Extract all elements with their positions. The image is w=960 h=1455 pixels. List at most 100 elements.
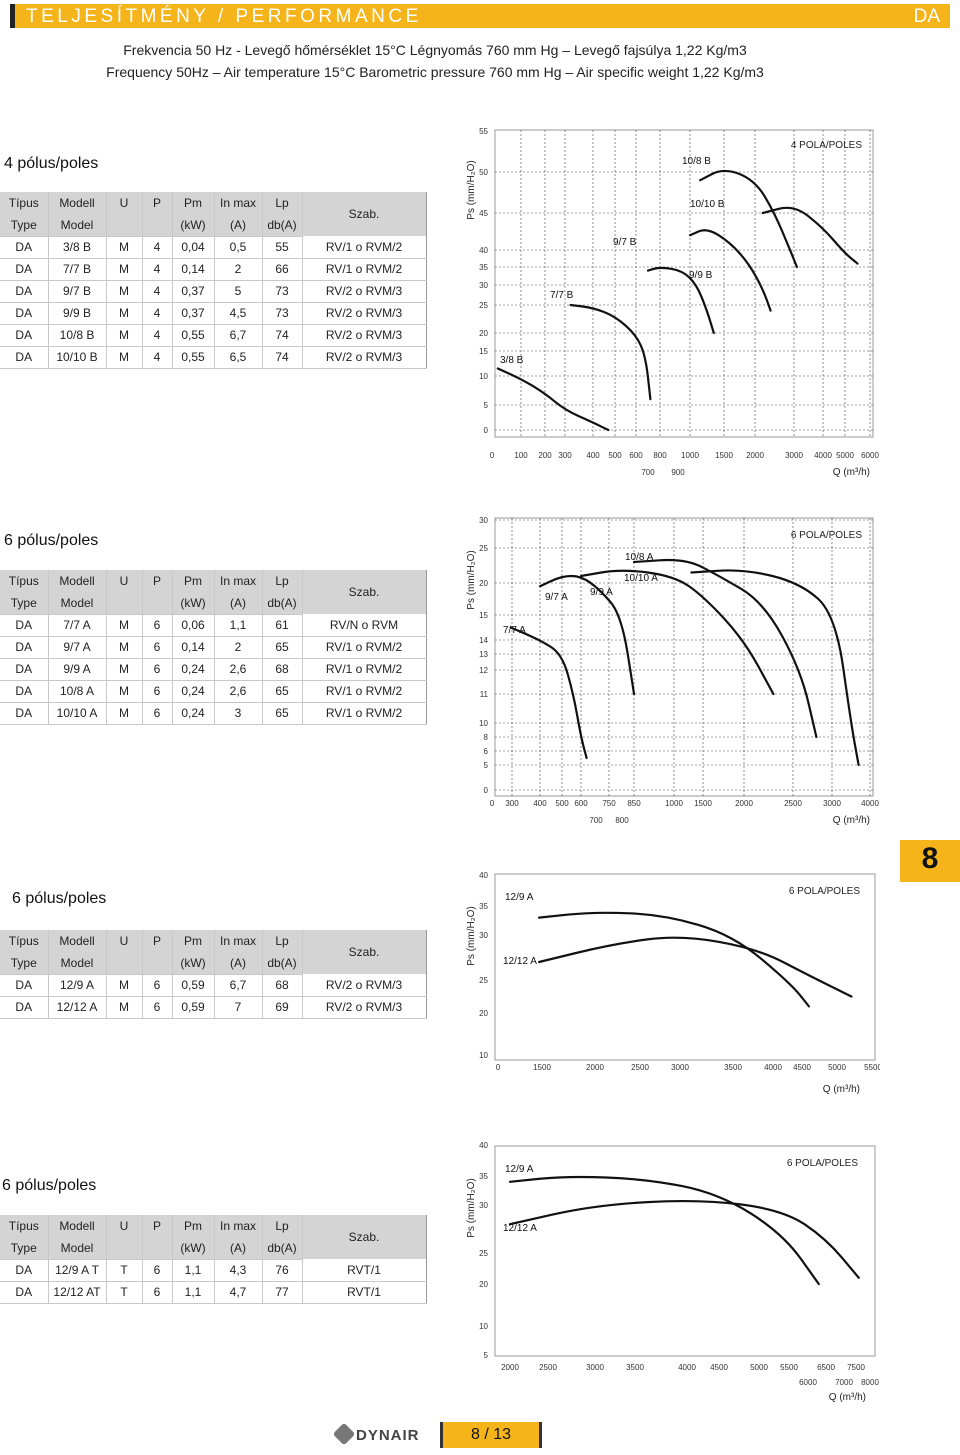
series-curve (646, 266, 715, 335)
poles-heading: 6 pólus/poles (4, 532, 99, 549)
chart-title: 6 POLA/POLES (787, 1158, 858, 1169)
table-cell: RV/1 o RVM/2 (302, 702, 427, 725)
x-tick-label: 4000 (814, 451, 832, 460)
x-tick-label: 5500 (780, 1363, 798, 1372)
x-tick-label: 600 (629, 451, 643, 460)
table-cell: 10/8 A (48, 680, 107, 703)
x-tick-label: 200 (538, 451, 552, 460)
column-header: U (106, 930, 143, 952)
table-cell: 0,06 (172, 614, 215, 637)
table-cell: RV/1 o RVM/2 (302, 658, 427, 681)
chart-title: 6 POLA/POLES (791, 530, 862, 541)
y-tick-label: 0 (484, 786, 489, 795)
table-cell: RV/1 o RVM/2 (302, 680, 427, 703)
dynair-logo: DYNAIR (332, 1422, 420, 1446)
column-header: db(A) (262, 592, 303, 615)
x-tick-label: 4000 (764, 1063, 782, 1072)
page-badge: 8 (900, 840, 960, 882)
y-tick-label: 11 (480, 690, 489, 699)
column-header: db(A) (262, 1237, 303, 1260)
column-header: U (106, 192, 143, 214)
table-row: DA 12/9 A T T 6 1,1 4,3 76 RVT/1 (0, 1259, 427, 1282)
y-tick-label: 40 (479, 871, 488, 880)
header-bar: TELJESÍTMÉNY / PERFORMANCE DA (10, 4, 950, 28)
table-cell: 7 (214, 996, 263, 1019)
x-tick-label: 600 (574, 799, 588, 808)
subtitle-hu: Frekvencia 50 Hz - Levegő hőmérséklet 15… (123, 42, 747, 58)
column-header: In max (214, 1215, 263, 1237)
table-cell: 74 (262, 324, 303, 347)
table-cell: RV/N o RVM (302, 614, 427, 637)
column-header (142, 592, 173, 615)
table-cell: 4,7 (214, 1281, 263, 1304)
table-cell: 66 (262, 258, 303, 281)
series-label: 12/9 A (505, 1164, 534, 1175)
column-header: db(A) (262, 214, 303, 237)
table-cell: 55 (262, 236, 303, 259)
column-header: Pm (172, 930, 215, 952)
series-label: 9/9 B (689, 270, 713, 281)
table-cell: 2,6 (214, 658, 263, 681)
y-tick-label: 25 (479, 1249, 488, 1258)
table-cell: 0,37 (172, 280, 215, 303)
table-cell: M (106, 346, 143, 369)
table-cell: M (106, 280, 143, 303)
page-number: 8 / 13 (440, 1422, 542, 1448)
chart-title: 6 POLA/POLES (789, 886, 860, 897)
subtitle-en: Frequency 50Hz – Air temperature 15°C Ba… (106, 64, 764, 80)
y-tick-label: 25 (479, 976, 488, 985)
column-header (142, 214, 173, 237)
table-cell: 4 (142, 258, 173, 281)
series-label: 7/7 B (550, 290, 574, 301)
table-cell: 9/9 A (48, 658, 107, 681)
x-axis-label: Q (m³/h) (829, 1392, 866, 1403)
x-tick-label: 5000 (828, 1063, 846, 1072)
series-curve (496, 367, 610, 432)
table-cell: 0,59 (172, 996, 215, 1019)
y-tick-label: 35 (479, 263, 488, 272)
table-header-row: Típus Modell U P Pm In max Lp Szab. (0, 930, 427, 974)
column-header: Modell (48, 930, 107, 952)
table-cell: 1,1 (214, 614, 263, 637)
table-row: DA 9/7 A M 6 0,14 2 65 RV/1 o RVM/2 (0, 636, 427, 659)
column-header: (A) (214, 214, 263, 237)
table-cell: 6 (142, 680, 173, 703)
x-tick-label: 4500 (793, 1063, 811, 1072)
y-tick-label: 15 (479, 611, 488, 620)
chart-svg: 0 5 10 15 20 25 30 35 40 45 50 55 Ps (mm/H₂O) 100 200 3… (466, 127, 879, 478)
table-cell: 4,5 (214, 302, 263, 325)
spec-table: Típus Modell U P Pm In max Lp Szab. Type Model (kW… (0, 1215, 427, 1304)
table-cell: 68 (262, 658, 303, 681)
table-cell: DA (0, 636, 49, 659)
table-cell: 3 (214, 702, 263, 725)
y-tick-label: 20 (479, 1009, 488, 1018)
column-header: Model (48, 214, 107, 237)
table-cell: DA (0, 614, 49, 637)
series-label: 10/10 A (624, 573, 658, 584)
chart-title: 4 POLA/POLES (791, 140, 862, 151)
x-tick-label: 2500 (784, 799, 802, 808)
table-row: DA 10/10 B M 4 0,55 6,5 74 RV/2 o RVM/3 (0, 346, 427, 369)
column-header (106, 1237, 143, 1260)
y-axis-label: Ps (mm/H₂O) (466, 550, 477, 609)
y-tick-label: 30 (479, 281, 488, 290)
table-cell: 12/12 A (48, 996, 107, 1019)
y-tick-label: 30 (479, 516, 488, 525)
series-label: 10/8 B (682, 156, 711, 167)
spec-table: Típus Modell U P Pm In max Lp Szab. Type Model (kW… (0, 570, 427, 725)
table-cell: 74 (262, 346, 303, 369)
plot-area (494, 873, 876, 1061)
x-tick-label: 3500 (724, 1063, 742, 1072)
x-axis-label: Q (m³/h) (823, 1084, 860, 1095)
table-cell: T (106, 1259, 143, 1282)
x-tick-label: 750 (602, 799, 616, 808)
y-tick-label: 35 (479, 1172, 488, 1181)
x-tick-label: 6500 (817, 1363, 835, 1372)
table-cell: 10/10 A (48, 702, 107, 725)
table-cell: 4 (142, 302, 173, 325)
table-cell: RV/1 o RVM/2 (302, 258, 427, 281)
x-tick-label: 2500 (539, 1363, 557, 1372)
column-header: In max (214, 192, 263, 214)
table-cell: 0,24 (172, 658, 215, 681)
series-label: 9/7 A (545, 592, 568, 603)
